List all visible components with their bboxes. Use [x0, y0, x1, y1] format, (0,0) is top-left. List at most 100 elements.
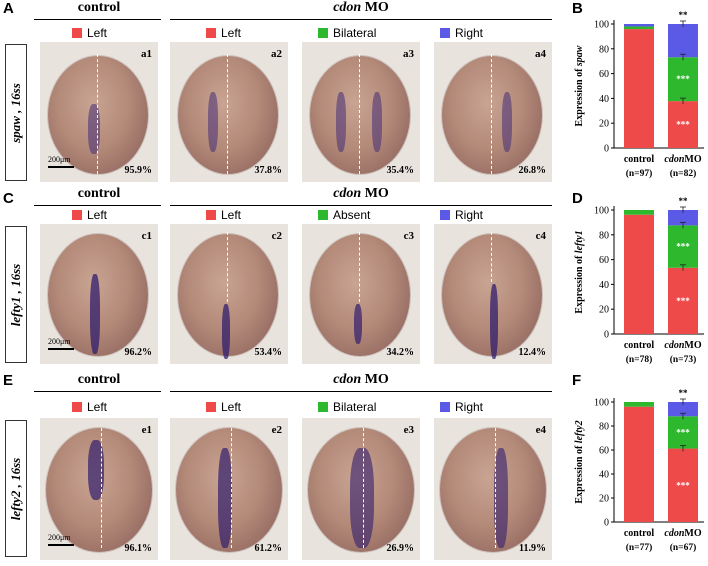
stain	[88, 440, 104, 500]
y-tick-label: 100	[594, 20, 609, 31]
percentage: 96.1%	[124, 543, 153, 554]
n-label: (n=97)	[626, 168, 653, 179]
side-label-a: spaw , 16ss	[5, 44, 27, 181]
x-tick-label: control	[624, 154, 655, 165]
legend-left-a2: Left	[206, 26, 241, 40]
percentage: 26.8%	[518, 165, 547, 176]
midline	[227, 54, 228, 174]
legend-left-e2: Left	[206, 400, 241, 414]
x-tick-label: control	[624, 340, 655, 351]
y-tick-label: 60	[599, 255, 609, 266]
n-label: (n=78)	[626, 354, 653, 365]
y-tick-label: 40	[599, 470, 609, 481]
control-rule-a	[34, 19, 161, 20]
significance-mark: ***	[676, 427, 690, 437]
midline	[363, 428, 364, 548]
image-label: a3	[403, 48, 414, 60]
midline	[97, 54, 98, 174]
embryo-image-a1: a1 200μm 95.9%	[40, 42, 158, 182]
mo-title-c: cdon MO	[333, 186, 389, 201]
percentage: 37.8%	[254, 165, 283, 176]
stain	[222, 304, 230, 359]
scale-text: 200μm	[48, 337, 71, 346]
stain	[490, 284, 498, 359]
percentage: 61.2%	[254, 543, 283, 554]
significance-mark: ***	[676, 242, 690, 252]
embryo	[310, 56, 410, 174]
embryo	[440, 428, 546, 552]
side-label-c: lefty1 , 16ss	[5, 226, 27, 363]
embryo-image-c4: c4 12.4%	[434, 224, 552, 364]
image-label: a1	[141, 48, 152, 60]
stain	[502, 92, 512, 152]
percentage: 35.4%	[386, 165, 415, 176]
stain	[354, 304, 362, 344]
scale-bar	[48, 348, 74, 350]
panel-letter-b: B	[572, 0, 583, 17]
n-label: (n=77)	[626, 542, 653, 553]
midline	[359, 54, 360, 174]
embryo-image-e2: e2 61.2%	[170, 418, 288, 560]
midline	[101, 428, 102, 548]
embryo-image-a2: a2 37.8%	[170, 42, 288, 182]
legend-bilateral-a3: Bilateral	[318, 26, 376, 40]
image-label: e1	[141, 424, 152, 436]
percentage: 95.9%	[124, 165, 153, 176]
control-rule-c	[34, 205, 161, 206]
y-tick-label: 40	[599, 94, 609, 105]
panel-letter-a: A	[3, 0, 14, 17]
x-tick-label: control	[624, 528, 655, 539]
significance-mark: **	[679, 196, 689, 206]
legend-left-e1: Left	[72, 400, 107, 414]
embryo-image-e1: e1 200μm 96.1%	[40, 418, 158, 560]
x-tick-label: cdonMO	[664, 340, 701, 351]
stain	[494, 448, 508, 548]
midline	[495, 428, 496, 548]
stain	[88, 104, 100, 154]
embryo	[442, 56, 542, 174]
image-label: c4	[535, 230, 546, 242]
y-tick-label: 100	[594, 206, 609, 217]
y-axis-label: Expression of spaw	[574, 45, 585, 126]
image-label: e2	[271, 424, 282, 436]
embryo-image-a4: a4 26.8%	[434, 42, 552, 182]
x-tick-label: cdonMO	[664, 528, 701, 539]
y-tick-label: 80	[599, 230, 609, 241]
embryo-image-e4: e4 11.9%	[434, 418, 552, 560]
stain	[372, 92, 382, 152]
percentage: 34.2%	[386, 347, 415, 358]
bar-left-control	[624, 406, 654, 522]
n-label: (n=73)	[670, 354, 697, 365]
control-title-a: control	[77, 0, 121, 15]
y-tick-label: 40	[599, 280, 609, 291]
bar-right-mo	[668, 24, 698, 58]
y-tick-label: 20	[599, 494, 609, 505]
scale-bar	[48, 166, 74, 168]
panel-letter-e: E	[3, 372, 14, 389]
bar-left-control	[624, 29, 654, 148]
panel-letter-f: F	[572, 372, 582, 389]
image-label: c3	[403, 230, 414, 242]
midline	[491, 232, 492, 282]
y-axis-label: Expression of lefty2	[574, 420, 585, 503]
stain	[208, 92, 218, 152]
y-tick-label: 0	[604, 144, 609, 155]
bar-bilateral-control	[624, 402, 654, 407]
image-label: e4	[535, 424, 546, 436]
scale-bar	[48, 544, 74, 546]
mo-rule-e	[170, 391, 552, 392]
bar-right-mo	[668, 210, 698, 226]
y-tick-label: 100	[594, 398, 609, 409]
bar-absent-mo	[668, 225, 698, 268]
scale-text: 200μm	[48, 155, 71, 164]
bar-right-mo	[668, 402, 698, 417]
stain	[90, 274, 100, 354]
y-tick-label: 20	[599, 305, 609, 316]
image-label: a2	[271, 48, 282, 60]
midline	[359, 232, 360, 302]
significance-mark: ***	[676, 480, 690, 490]
scale-text: 200μm	[48, 533, 71, 542]
embryo-image-c1: c1 200μm 96.2%	[40, 224, 158, 364]
control-title-e: control	[77, 372, 121, 387]
image-label: a4	[535, 48, 546, 60]
